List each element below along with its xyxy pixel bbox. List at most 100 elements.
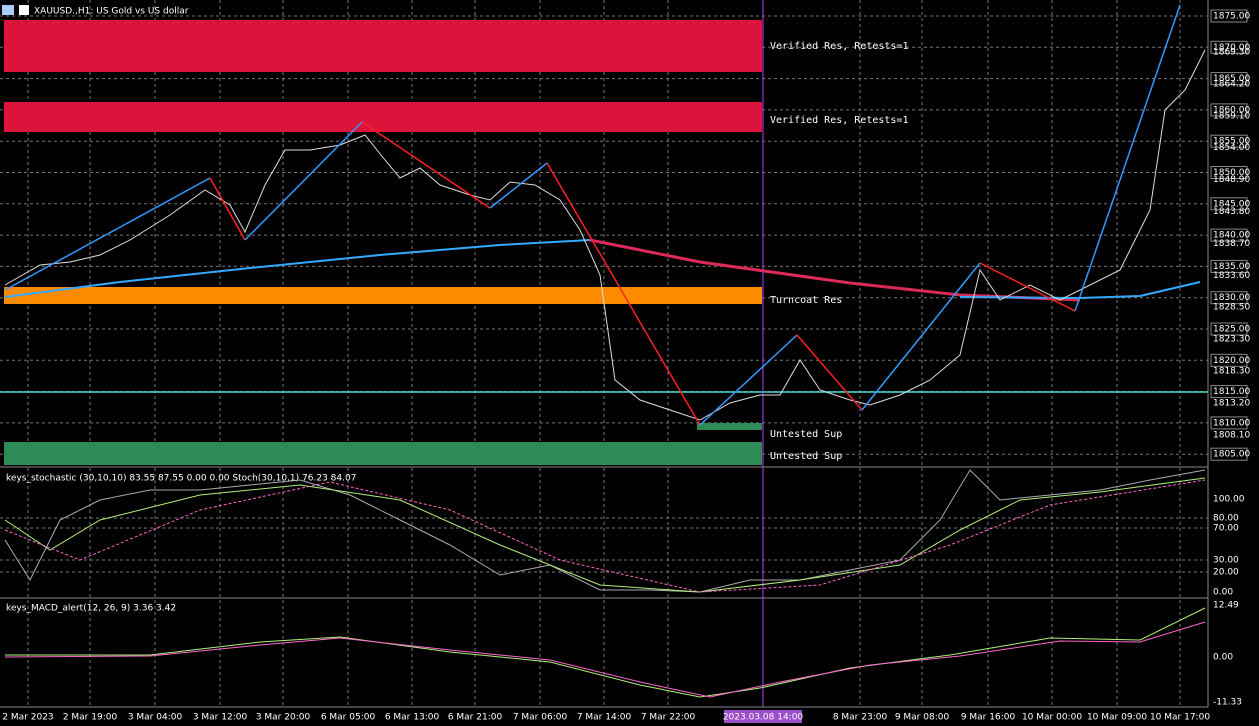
macd-label: keys_MACD_alert(12, 26, 9) 3.36 3.42 [6, 604, 176, 614]
zigzag-up [699, 334, 798, 426]
macd-tick: -11.33 [1213, 698, 1242, 708]
time-label: 6 Mar 13:00 [385, 713, 440, 723]
time-label: 7 Mar 14:00 [577, 713, 632, 723]
macd-tick: 0.00 [1213, 653, 1233, 663]
zone-label: Turncoat Res [770, 295, 842, 306]
price-box [1210, 72, 1248, 86]
crosshair-time-box [724, 710, 802, 723]
price-box [1210, 40, 1248, 54]
price-level: 1810.00 [1213, 418, 1250, 428]
price-tick: 1843.80 [1213, 207, 1250, 217]
price-tick: 1848.90 [1213, 175, 1250, 185]
moving-average [4, 239, 591, 298]
price-tick: 1808.10 [1213, 430, 1250, 440]
time-label: 2 Mar 2023 [2, 713, 53, 723]
zigzag-down [546, 162, 701, 426]
price-box [1210, 134, 1248, 148]
time-label: 9 Mar 08:00 [895, 713, 950, 723]
zigzag-down [979, 262, 1076, 312]
price-box [1210, 103, 1248, 117]
symbol-title: XAUUSD.,H1: US Gold vs US dollar [34, 7, 189, 17]
price-level: 1860.00 [1213, 105, 1250, 115]
price-level: 1830.00 [1213, 293, 1250, 303]
price-line [4, 49, 1206, 421]
price-level: 1805.00 [1213, 450, 1250, 460]
price-box [1210, 166, 1248, 179]
price-level: 1825.00 [1213, 325, 1250, 335]
moving-average [959, 281, 1201, 300]
grid [0, 0, 1208, 707]
price-box [1210, 416, 1248, 430]
price-level: 1855.00 [1213, 137, 1250, 147]
time-label: 3 Mar 20:00 [256, 713, 311, 723]
time-label: 10 Mar 00:00 [1022, 713, 1082, 723]
macd-signal [4, 621, 1206, 698]
axes: 1875.00 1870.00 1865.00 1860.00 1855.00 1850.… [2, 9, 1250, 723]
price-level: 1840.00 [1213, 231, 1250, 241]
price-tick: 1818.30 [1213, 367, 1250, 377]
stochastic-tick: 0.00 [1213, 588, 1233, 598]
price-level: 1870.00 [1213, 43, 1250, 53]
zone-label: Untested Sup [770, 451, 842, 462]
stochastic-tick: 80.00 [1213, 514, 1239, 524]
zigzag-down [796, 334, 863, 411]
stochastic-tick: 100.00 [1213, 495, 1245, 505]
stochastic-tick: 20.00 [1213, 568, 1239, 578]
price-tick: 1859.10 [1213, 111, 1250, 121]
price-tick: 1828.50 [1213, 303, 1250, 313]
price-box [1210, 353, 1248, 367]
price-tick: 1833.60 [1213, 271, 1250, 281]
zigzag-up [861, 262, 981, 411]
macd-line [5, 607, 1206, 698]
price-level: 1865.00 [1213, 74, 1250, 84]
price-tick: 1823.30 [1213, 335, 1250, 345]
zigzag-up [1074, 4, 1181, 312]
time-label: 8 Mar 23:00 [833, 713, 888, 723]
stochastic-tick: 30.00 [1213, 556, 1239, 566]
zone-label: Untested Sup [770, 429, 842, 440]
time-label: 9 Mar 16:00 [961, 713, 1016, 723]
price-level: 1875.00 [1213, 12, 1250, 22]
time-label: 6 Mar 05:00 [321, 713, 376, 723]
zigzag-up [4, 177, 211, 291]
price-level: 1820.00 [1213, 356, 1250, 366]
zone-label: Verified Res, Retests=1 [770, 41, 908, 52]
price-box [1210, 447, 1248, 461]
price-level: 1850.00 [1213, 168, 1250, 178]
zigzag-up [244, 121, 363, 241]
stochastic-line [4, 477, 1206, 593]
price-box [1210, 322, 1248, 336]
time-label: 2 Mar 19:00 [63, 713, 118, 723]
price-box [1210, 385, 1248, 399]
price-tick: 1869.30 [1213, 48, 1250, 58]
time-label: 10 Mar 09:00 [1087, 713, 1147, 723]
time-label: 7 Mar 06:00 [513, 713, 568, 723]
price-box [1210, 291, 1248, 305]
support-zone [697, 423, 762, 430]
resistance-zone [4, 102, 762, 132]
time-label: 7 Mar 22:00 [641, 713, 696, 723]
time-label: 3 Mar 04:00 [128, 713, 183, 723]
turncoat-zone [4, 287, 762, 304]
time-label: 3 Mar 12:00 [193, 713, 248, 723]
price-tick: 1838.70 [1213, 239, 1250, 249]
price-level: 1845.00 [1213, 199, 1250, 209]
price-tick: 1813.20 [1213, 398, 1250, 408]
price-tick: 1864.20 [1213, 79, 1250, 89]
zigzag-up [489, 162, 548, 209]
price-box [1210, 259, 1248, 273]
price-box [1210, 197, 1248, 211]
time-label: 10 Mar 17:00 [1150, 713, 1210, 723]
stochastic-signal [4, 479, 1206, 593]
zigzag-down [361, 121, 491, 209]
zigzag-down [209, 177, 246, 241]
price-level: 1835.00 [1213, 262, 1250, 272]
app-icon [19, 5, 29, 15]
resistance-zone [4, 20, 762, 72]
price-tick: 1854.00 [1213, 143, 1250, 153]
price-level: 1815.00 [1213, 387, 1250, 397]
stochastic-tick: 70.00 [1213, 524, 1239, 534]
time-label: 6 Mar 21:00 [448, 713, 503, 723]
price-box [1210, 9, 1248, 23]
